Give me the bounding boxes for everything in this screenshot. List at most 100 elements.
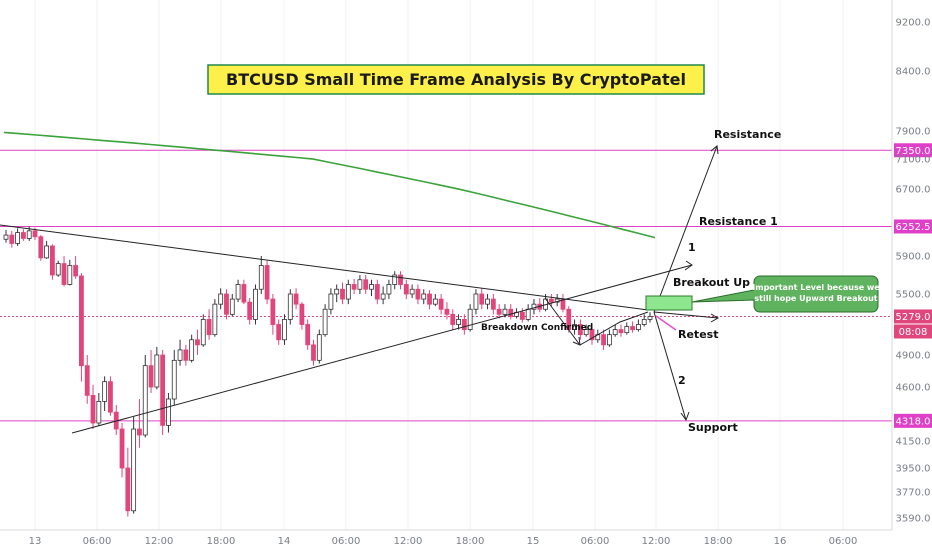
price-tick-label: 9200.0 <box>896 18 931 29</box>
retest-pointer <box>655 315 677 331</box>
resistance-1-label: Resistance 1 <box>699 215 778 228</box>
candle <box>253 284 258 325</box>
price-tick-label: 3950.0 <box>896 464 931 475</box>
candle <box>102 376 108 411</box>
resistance-arrowhead <box>710 145 719 155</box>
candle <box>369 279 374 297</box>
candle <box>241 279 247 305</box>
candle <box>131 417 137 514</box>
price-tick-label: 5500.0 <box>896 290 931 301</box>
resistance-arrow-line <box>653 145 718 313</box>
candle <box>635 319 641 332</box>
candle <box>595 329 601 343</box>
candle <box>229 294 235 317</box>
price-tag-label: 7350.0 <box>896 146 931 157</box>
candlestick-series <box>3 226 653 517</box>
candle <box>142 355 148 438</box>
time-tick-label: 15 <box>527 536 540 547</box>
price-tag-label: 5279.0 <box>896 312 931 323</box>
candle <box>403 279 409 300</box>
candle <box>125 447 131 517</box>
candle <box>485 294 490 310</box>
ascending-trendline <box>71 264 693 434</box>
candle <box>247 298 253 325</box>
candle <box>96 393 102 426</box>
candle <box>415 284 421 305</box>
price-tick-label: 4600.0 <box>896 383 931 394</box>
candle <box>270 294 276 335</box>
support-arrow-line <box>653 311 687 421</box>
breakout-zone-box <box>645 295 693 311</box>
candle <box>183 344 189 366</box>
candle <box>73 256 79 279</box>
time-tick-label: 18:00 <box>456 536 485 547</box>
candle <box>560 294 566 313</box>
candle <box>537 298 543 313</box>
price-tag-box <box>894 143 932 158</box>
candle <box>38 235 44 261</box>
candle <box>409 284 415 299</box>
candle <box>363 275 369 294</box>
candle <box>44 240 50 259</box>
price-tag-box <box>894 413 932 428</box>
candle <box>305 319 311 350</box>
candle <box>473 289 479 315</box>
candle <box>195 329 200 355</box>
candle <box>148 349 154 393</box>
candle <box>531 299 537 315</box>
price-tick-label: 7900.0 <box>896 127 931 138</box>
candle <box>606 329 612 347</box>
candle <box>212 299 218 337</box>
candle <box>601 329 606 350</box>
candle <box>160 349 166 435</box>
time-tick-label: 14 <box>278 536 291 547</box>
breakdown-arrowhead <box>572 336 581 346</box>
candle <box>21 229 26 241</box>
price-tick-label: 5900.0 <box>896 252 931 263</box>
candle <box>61 256 67 287</box>
candle <box>630 321 635 333</box>
path-2-label: 2 <box>678 374 686 387</box>
time-tick-label: 18:00 <box>704 536 733 547</box>
candle <box>177 339 183 366</box>
candle <box>456 314 461 330</box>
price-tick-label: 3770.0 <box>896 488 931 499</box>
callout-line-1: Important Level because we <box>752 283 880 292</box>
candle <box>189 334 195 363</box>
candle <box>647 312 653 323</box>
candle <box>166 393 171 433</box>
candle <box>612 324 618 337</box>
callout-line-2: still hope Upward Breakout <box>754 294 877 303</box>
candle <box>421 289 427 305</box>
price-tick-label: 4150.0 <box>896 437 931 448</box>
time-tick-label: 18:00 <box>207 536 236 547</box>
candle <box>293 288 299 310</box>
candle <box>67 259 73 286</box>
time-tick-label: 16 <box>774 536 787 547</box>
candle <box>554 294 560 307</box>
support-label: Support <box>688 421 738 434</box>
candle <box>50 244 55 280</box>
candle <box>618 324 624 337</box>
price-tag-label: 4318.0 <box>896 416 931 427</box>
level-lines <box>0 149 892 422</box>
candle <box>322 304 328 337</box>
time-axis[interactable]: 13 06:00 12:00 18:00 14 06:00 12:00 18:00 15 06:0… <box>29 536 858 547</box>
candle <box>113 405 119 435</box>
candle <box>206 309 212 340</box>
resistance-label: Resistance <box>714 128 781 141</box>
candle <box>461 314 467 335</box>
candle <box>398 271 403 290</box>
candle <box>345 279 351 305</box>
candle <box>282 314 287 345</box>
breakdown-label: Breakdown Confirmed <box>481 323 593 333</box>
candle <box>154 346 160 390</box>
countdown-label: 08:08 <box>899 327 928 338</box>
candle <box>444 302 450 320</box>
candle <box>258 256 264 294</box>
time-tick-label: 06:00 <box>581 536 610 547</box>
candle <box>108 376 113 416</box>
candle <box>90 384 96 429</box>
